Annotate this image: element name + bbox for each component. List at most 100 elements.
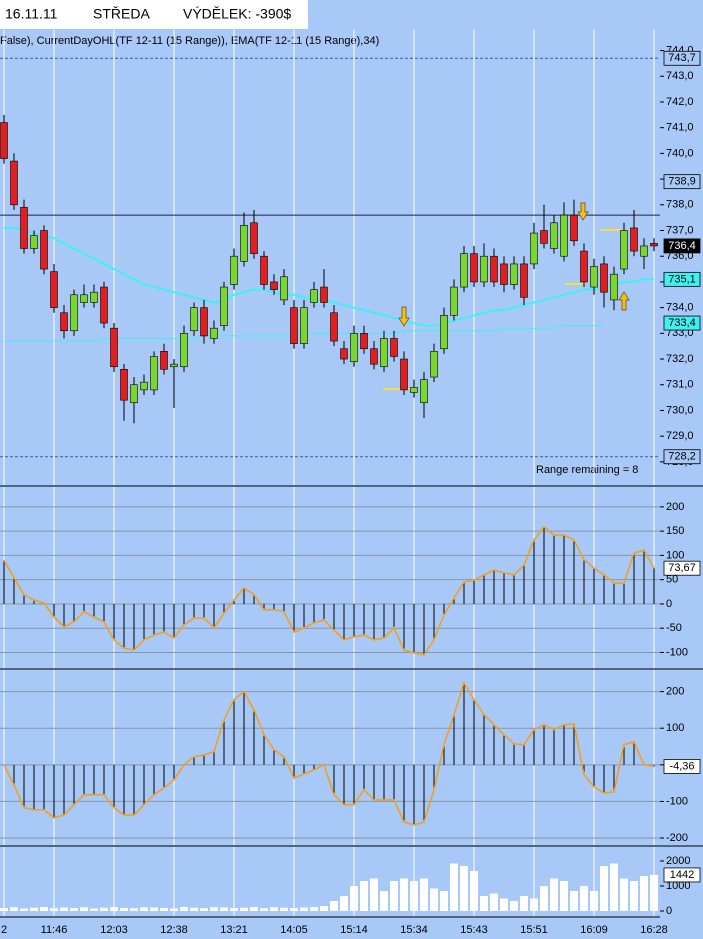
candle-body bbox=[610, 273, 618, 301]
volume-bar bbox=[210, 907, 218, 911]
price-marker bbox=[663, 560, 701, 576]
candle-body bbox=[180, 333, 188, 368]
down-arrow bbox=[398, 306, 410, 327]
candle-body bbox=[110, 327, 118, 368]
volume-bar bbox=[490, 893, 498, 911]
volume-bar bbox=[10, 907, 18, 911]
y-tick-label: 741,0 bbox=[666, 122, 694, 134]
candle-body bbox=[270, 281, 278, 290]
volume-bar bbox=[30, 907, 38, 911]
volume-bar bbox=[290, 908, 298, 911]
candle-body bbox=[20, 207, 28, 249]
candle-body bbox=[40, 230, 48, 270]
candle-body bbox=[310, 289, 318, 303]
candle-body bbox=[90, 291, 98, 303]
volume-bar bbox=[480, 896, 488, 911]
candle-body bbox=[280, 276, 288, 301]
candle-body bbox=[380, 338, 388, 368]
y-tick-label: 742,0 bbox=[666, 96, 694, 108]
volume-bar bbox=[550, 878, 558, 911]
x-tick-label: 11:46 bbox=[41, 924, 68, 936]
volume-bar bbox=[420, 878, 428, 911]
candle-body bbox=[70, 294, 78, 332]
volume-bar bbox=[380, 891, 388, 911]
price-marker bbox=[663, 50, 701, 66]
price-marker-label: 73,67 bbox=[668, 562, 696, 574]
candle-body bbox=[560, 214, 568, 257]
y-tick-label: 740,0 bbox=[666, 147, 694, 159]
x-tick-label: 14:05 bbox=[280, 924, 308, 936]
indicator-line bbox=[4, 226, 654, 327]
candle-body bbox=[80, 294, 88, 303]
header-profit: VÝDĚLEK: -390$ bbox=[183, 6, 291, 22]
candle-body bbox=[0, 122, 8, 159]
volume-bar bbox=[310, 907, 318, 911]
volume-bar bbox=[330, 901, 338, 911]
candle-body bbox=[140, 381, 148, 391]
candle-body bbox=[350, 333, 358, 362]
y-tick-label: 50 bbox=[666, 574, 678, 586]
price-marker-label: 738,9 bbox=[668, 176, 696, 188]
y-tick-label: 730,0 bbox=[666, 404, 694, 416]
price-marker-label: 1442 bbox=[670, 869, 694, 881]
candle-body bbox=[260, 255, 268, 285]
y-tick-label: 100 bbox=[666, 549, 684, 561]
price-marker bbox=[663, 759, 701, 774]
candle-body bbox=[550, 222, 558, 249]
annotation: Range remaining = 8 bbox=[536, 464, 638, 476]
volume-bar bbox=[120, 908, 128, 911]
y-tick-label: 1000 bbox=[666, 880, 690, 892]
y-tick-label: -100 bbox=[666, 795, 688, 807]
candle-body bbox=[60, 312, 68, 332]
x-tick-label: 13:21 bbox=[220, 924, 248, 936]
candle-body bbox=[320, 286, 328, 303]
candle-body bbox=[650, 243, 658, 247]
candle-body bbox=[410, 387, 418, 393]
volume-bar bbox=[110, 907, 118, 911]
candle-body bbox=[640, 245, 648, 257]
y-tick-label: 200 bbox=[666, 501, 684, 513]
oscillator-line bbox=[3, 680, 655, 826]
price-marker-label: 733,4 bbox=[668, 317, 696, 329]
volume-bar bbox=[530, 898, 538, 911]
y-tick-label: 732,0 bbox=[666, 353, 694, 365]
price-marker-label: 736,4 bbox=[668, 240, 696, 252]
x-tick-label: 15:34 bbox=[400, 924, 428, 936]
candle-body bbox=[230, 255, 238, 285]
candle-body bbox=[440, 315, 448, 350]
volume-bar bbox=[400, 878, 408, 911]
candle-body bbox=[600, 263, 608, 293]
volume-bar bbox=[50, 908, 58, 911]
y-tick-label: -100 bbox=[666, 646, 688, 658]
price-marker bbox=[663, 271, 701, 287]
volume-bar bbox=[520, 896, 528, 911]
price-marker bbox=[663, 238, 701, 254]
y-tick-label: -200 bbox=[666, 832, 688, 844]
x-tick-label: 15:14 bbox=[340, 924, 368, 936]
candle-body bbox=[120, 369, 128, 401]
price-marker-label: 735,1 bbox=[668, 273, 696, 285]
candle-body bbox=[500, 263, 508, 285]
price-marker bbox=[663, 315, 701, 331]
volume-bar bbox=[240, 907, 248, 911]
volume-bar bbox=[20, 908, 28, 911]
volume-bar bbox=[460, 866, 468, 911]
x-tick-label: 15:43 bbox=[460, 924, 488, 936]
volume-bar bbox=[250, 907, 258, 911]
candle-body bbox=[170, 363, 178, 368]
y-tick-label: 150 bbox=[666, 525, 684, 537]
y-tick-label: 0 bbox=[666, 905, 672, 917]
volume-bar bbox=[0, 908, 8, 911]
y-tick-label: 200 bbox=[666, 686, 684, 698]
y-tick-label: 731,0 bbox=[666, 379, 694, 391]
y-tick-label: 100 bbox=[666, 722, 684, 734]
candle-body bbox=[190, 307, 198, 332]
candle-body bbox=[340, 348, 348, 360]
volume-bar bbox=[260, 908, 268, 911]
price-marker-label: 728,2 bbox=[668, 451, 696, 463]
candle-body bbox=[420, 379, 428, 404]
volume-bar bbox=[640, 876, 648, 911]
volume-bar bbox=[270, 907, 278, 911]
candle-body bbox=[570, 214, 578, 242]
